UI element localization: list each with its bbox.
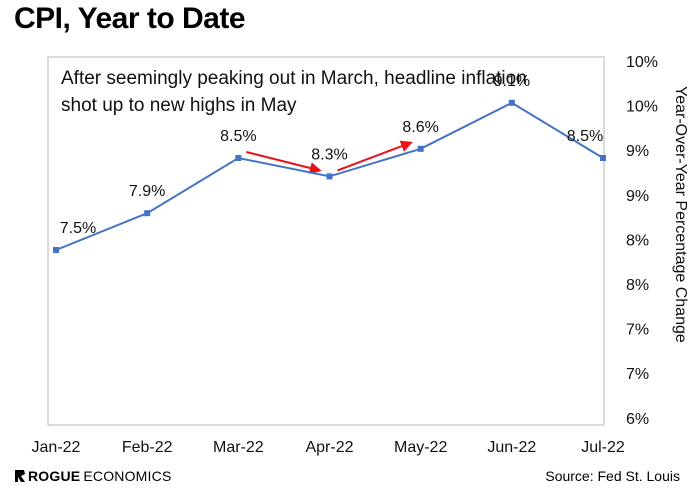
data-label-jun-22: 9.1% (494, 73, 530, 90)
source-note: Source: Fed St. Louis (545, 468, 680, 484)
data-label-jul-22: 8.5% (567, 128, 603, 145)
data-label-may-22: 8.6% (402, 119, 438, 136)
brand-name-light: ECONOMICS (83, 468, 172, 484)
y-tick-label: 8% (626, 277, 649, 294)
y-tick-label: 8% (626, 232, 649, 249)
data-point-jun-22 (508, 99, 515, 106)
y-tick-label: 7% (626, 322, 649, 339)
y-axis-label: Year-Over-Year Percentage Change (672, 86, 689, 343)
y-tick-label: 9% (626, 188, 649, 205)
plot-area-border (47, 56, 605, 426)
annotation-line: shot up to new highs in May (61, 95, 297, 116)
x-tick-may-22: May-22 (394, 439, 447, 456)
chart-annotation: After seemingly peaking out in March, he… (61, 68, 527, 116)
data-label-feb-22: 7.9% (129, 183, 165, 200)
y-tick-label: 9% (626, 143, 649, 160)
chart-title: CPI, Year to Date (14, 2, 246, 35)
annotation-line: After seemingly peaking out in March, he… (61, 68, 527, 89)
x-tick-mar-22: Mar-22 (213, 439, 264, 456)
x-tick-jun-22: Jun-22 (487, 439, 536, 456)
data-point-feb-22 (144, 210, 151, 217)
data-label-mar-22: 8.5% (220, 128, 256, 145)
y-tick-label: 10% (626, 54, 658, 71)
data-label-apr-22: 8.3% (311, 146, 347, 163)
rogue-logo-icon (15, 470, 25, 482)
brand-name-bold: ROGUE (28, 468, 81, 484)
data-point-apr-22 (326, 173, 333, 180)
trend-arrows (246, 140, 413, 174)
data-labels: 7.5% 7.9% 8.5% 8.3% 8.6% 9.1% 8.5% (60, 73, 603, 237)
x-axis-tick-labels: Jan-22 Feb-22 Mar-22 Apr-22 May-22 Jun-22 Jul-… (32, 439, 625, 456)
y-axis-tick-labels: 10% 10% 9% 9% 8% 8% 7% 7% 6% (626, 54, 658, 428)
series-group (53, 99, 606, 253)
x-tick-jan-22: Jan-22 (32, 439, 81, 456)
brand-logo: ROGUE ECONOMICS (14, 468, 171, 484)
data-point-mar-22 (235, 155, 242, 161)
arrow-mar-22-to-apr-22 (246, 151, 322, 174)
arrow-apr-22-to-may-22 (337, 140, 413, 172)
x-tick-apr-22: Apr-22 (305, 439, 353, 456)
x-tick-feb-22: Feb-22 (122, 439, 173, 456)
y-tick-label: 7% (626, 366, 649, 383)
data-point-jul-22 (600, 155, 606, 161)
data-point-jan-22 (53, 247, 59, 253)
y-tick-label: 6% (626, 411, 649, 428)
data-label-jan-22: 7.5% (60, 220, 96, 237)
data-point-may-22 (417, 145, 424, 152)
y-tick-label: 10% (626, 99, 658, 116)
x-tick-jul-22: Jul-22 (581, 439, 625, 456)
